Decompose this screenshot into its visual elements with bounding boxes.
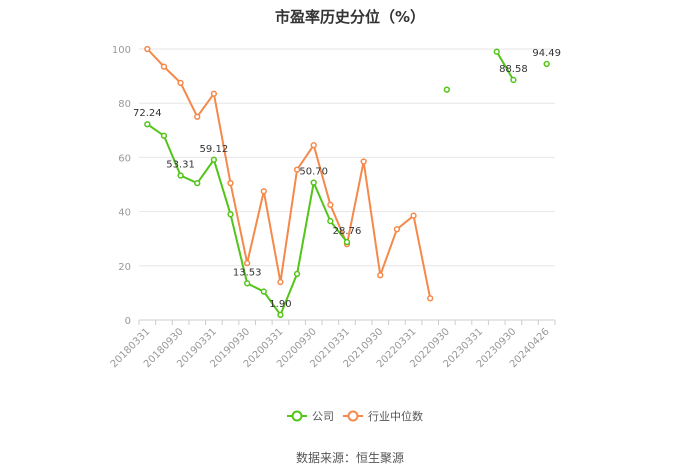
data-point: [277, 311, 284, 319]
series-line: [146, 48, 432, 299]
data-label: 59.12: [200, 144, 229, 155]
data-point: [244, 259, 251, 267]
data-point: [293, 270, 301, 278]
legend-label: 行业中位数: [368, 409, 423, 423]
data-point: [160, 132, 168, 139]
data-label: 88.58: [499, 64, 528, 75]
data-label: 94.49: [532, 48, 561, 59]
data-point: [227, 211, 234, 218]
data-point: [510, 76, 517, 84]
legend[interactable]: 公司 行业中位数: [287, 409, 423, 423]
data-point: [194, 179, 201, 187]
data-label: 72.24: [133, 108, 162, 119]
series-lines: [144, 45, 550, 319]
chart-title: 市盈率历史分位（%）: [275, 8, 425, 26]
data-label: 1.90: [269, 299, 291, 310]
data-point: [427, 295, 434, 302]
data-point: [244, 280, 251, 287]
y-tick-label: 40: [118, 208, 131, 219]
data-point: [160, 63, 168, 70]
data-point: [260, 188, 267, 195]
data-point: [177, 79, 184, 87]
legend-item-industry-median[interactable]: 行业中位数: [343, 409, 423, 423]
data-point: [543, 60, 550, 68]
series-line: [495, 51, 515, 81]
legend-marker-icon: [291, 410, 303, 422]
data-point: [177, 172, 184, 179]
series-industry-median: [144, 45, 434, 302]
data-point: [144, 45, 151, 53]
source-note: 数据来源：恒生聚源: [296, 450, 404, 465]
data-point: [327, 217, 334, 225]
data-point: [210, 156, 218, 163]
data-labels: 72.24 53.31 59.12 13.53 1.90 50.70 28.76 88.58 9…: [133, 48, 561, 310]
data-label: 50.70: [299, 167, 328, 178]
data-point: [393, 226, 401, 233]
data-point: [410, 212, 417, 219]
data-point: [227, 179, 234, 187]
x-axis: 2018033120180930201903312019093020200331…: [109, 319, 556, 370]
y-tick-label: 80: [118, 99, 131, 110]
data-point: [327, 201, 334, 208]
data-label: 53.31: [166, 160, 195, 171]
y-tick-label: 60: [118, 153, 131, 164]
y-tick-label: 100: [112, 45, 131, 56]
grid-lines: [139, 48, 555, 267]
data-point: [343, 238, 351, 246]
data-point: [310, 179, 317, 186]
data-label: 28.76: [333, 226, 362, 237]
data-point: [443, 86, 450, 93]
series-company: [144, 48, 550, 319]
data-point: [360, 158, 367, 165]
data-point: [260, 288, 267, 295]
legend-marker-icon: [347, 410, 359, 422]
y-axis-ticks: 0 20 40 60 80 100: [112, 45, 131, 327]
data-point: [293, 166, 301, 173]
data-point: [310, 142, 317, 149]
data-point: [493, 48, 500, 55]
legend-label: 公司: [312, 410, 334, 423]
data-point: [210, 90, 218, 97]
y-tick-label: 0: [125, 316, 131, 327]
data-label: 13.53: [233, 267, 262, 278]
data-point: [194, 113, 201, 120]
data-point: [144, 121, 151, 128]
data-point: [377, 272, 384, 279]
data-point: [277, 278, 284, 286]
legend-item-company[interactable]: 公司: [287, 410, 334, 423]
y-tick-label: 20: [118, 262, 131, 273]
